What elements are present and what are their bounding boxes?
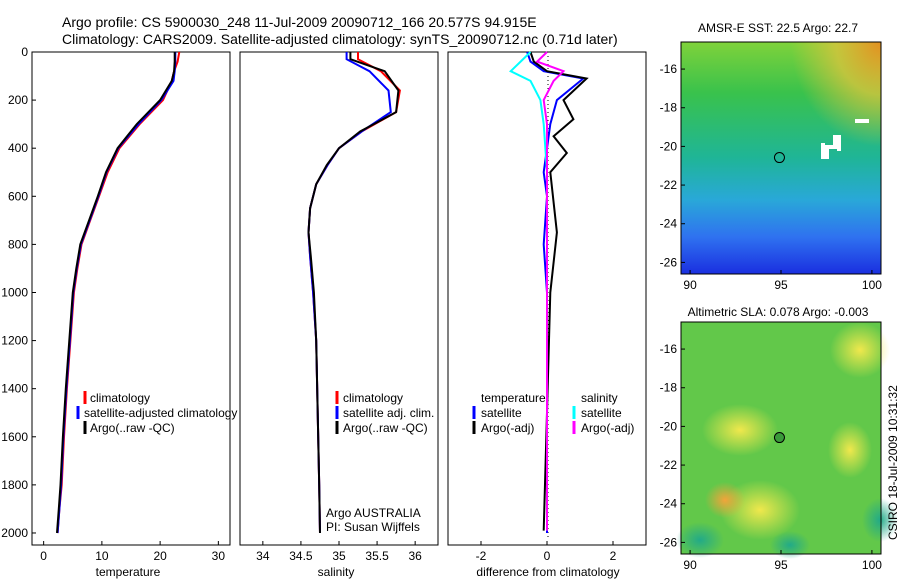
sla-low-patch xyxy=(862,498,898,542)
legend-heading-temperature: temperature xyxy=(481,391,546,405)
map-x-tick-label: 100 xyxy=(862,278,882,292)
sla-peak-patch xyxy=(705,482,745,518)
legend-label-satellite: satellite-adjusted climatology xyxy=(84,406,237,420)
sst-map-panel: AMSR-E SST: 22.5 Argo: 22.7 90 95 100 -16 -1… xyxy=(660,21,883,292)
sla-map-title: Altimetric SLA: 0.078 Argo: -0.003 xyxy=(688,305,869,319)
y-tick-label: 1200 xyxy=(1,334,28,348)
sla-high-patch xyxy=(702,404,778,456)
x-tick-label: 34.5 xyxy=(289,549,313,563)
series-line-temperature-argo-adj xyxy=(529,51,589,531)
x-tick-label: 10 xyxy=(95,549,109,563)
series-line-argo-raw-qc xyxy=(56,52,176,534)
y-tick-label: 1000 xyxy=(1,285,28,299)
sst-map-title: AMSR-E SST: 22.5 Argo: 22.7 xyxy=(698,21,858,35)
y-tick-label: 800 xyxy=(8,237,28,251)
legend-label-temp-argo: Argo(-adj) xyxy=(481,421,534,435)
x-tick-label: -2 xyxy=(476,549,487,563)
sla-map-panel: Altimetric SLA: 0.078 Argo: -0.003 90 95 1… xyxy=(660,305,898,572)
legend-label-sal-argo: Argo(-adj) xyxy=(581,421,634,435)
legend-label-satellite: satellite adj. clim. xyxy=(343,406,434,420)
legend-label-argo: Argo(..raw -QC) xyxy=(90,421,175,435)
y-tick-label: 200 xyxy=(8,93,28,107)
sla-high-patch xyxy=(830,322,890,378)
series-line-salinity-satellite xyxy=(508,51,548,531)
argo-float-marker xyxy=(773,432,785,444)
temperature-xlabel: temperature xyxy=(96,565,161,579)
legend-label-climatology: climatology xyxy=(90,391,150,405)
y-tick-label: 400 xyxy=(8,141,28,155)
series-line-argo-raw-qc xyxy=(307,52,400,534)
legend-heading-salinity: salinity xyxy=(581,391,618,405)
argo-pi-label: PI: Susan Wijffels xyxy=(326,520,420,534)
side-timestamp: CSIRO 18-Jul-2009 10:31:32 xyxy=(886,385,900,540)
sla-low-patch xyxy=(770,531,810,559)
y-tick-label: 1400 xyxy=(1,382,28,396)
argo-float-marker xyxy=(773,152,785,164)
map-y-tick-label: -20 xyxy=(660,419,678,433)
salinity-panel: salinity 34 34.5 35 35.5 36 xyxy=(239,51,439,579)
y-tick-label: 2000 xyxy=(1,526,28,540)
series-line-satellite-adjusted-climatology xyxy=(56,52,177,534)
x-tick-label: 20 xyxy=(153,549,167,563)
legend-label-argo: Argo(..raw -QC) xyxy=(343,421,428,435)
x-tick-label: 30 xyxy=(212,549,226,563)
x-tick-label: 35.5 xyxy=(365,549,389,563)
figure-title-line1: Argo profile: CS 5900030_248 11-Jul-2009… xyxy=(62,14,537,30)
map-y-tick-label: -22 xyxy=(660,178,678,192)
legend-label-sal-satellite: satellite xyxy=(581,406,622,420)
temperature-legend: climatology satellite-adjusted climatolo… xyxy=(76,391,237,435)
salinity-legend: climatology satellite adj. clim. Argo(..… xyxy=(335,391,434,435)
map-y-tick-label: -16 xyxy=(660,62,678,76)
map-x-tick-label: 100 xyxy=(862,558,882,572)
sla-low-patch xyxy=(676,522,724,558)
y-tick-label: 1600 xyxy=(1,430,28,444)
sst-missing-data xyxy=(821,135,841,159)
difference-xlabel: difference from climatology xyxy=(476,565,619,579)
map-y-tick-label: -26 xyxy=(660,255,678,269)
y-tick-label: 1800 xyxy=(1,478,28,492)
map-y-tick-label: -24 xyxy=(660,497,678,511)
legend-label-climatology: climatology xyxy=(343,391,403,405)
x-tick-label: 36 xyxy=(408,549,422,563)
difference-panel: difference from climatology -2 0 2 xyxy=(447,51,647,579)
temperature-axes-box xyxy=(31,51,231,546)
map-y-tick-label: -26 xyxy=(660,535,678,549)
map-y-tick-label: -24 xyxy=(660,217,678,231)
map-x-tick-label: 90 xyxy=(683,278,697,292)
map-y-tick-label: -20 xyxy=(660,139,678,153)
map-y-tick-label: -16 xyxy=(660,342,678,356)
series-line-temperature-satellite xyxy=(526,51,586,533)
sst-warm-patch xyxy=(681,42,881,274)
x-tick-label: 0 xyxy=(40,549,47,563)
map-y-tick-label: -18 xyxy=(660,381,678,395)
map-y-tick-label: -22 xyxy=(660,458,678,472)
sla-high-patch xyxy=(828,422,872,478)
x-tick-label: 34 xyxy=(256,549,270,563)
y-tick-label: 0 xyxy=(21,45,28,59)
x-tick-label: 35 xyxy=(332,549,346,563)
series-line-climatology xyxy=(56,51,181,534)
map-x-tick-label: 90 xyxy=(683,558,697,572)
argo-country-label: Argo AUSTRALIA xyxy=(326,506,421,520)
legend-label-temp-satellite: satellite xyxy=(481,406,522,420)
map-x-tick-label: 95 xyxy=(774,278,788,292)
series-line-salinity-argo-adj xyxy=(535,51,566,531)
temperature-panel: temperature 0 10 20 30 0 200 400 600 800 1000 1200… xyxy=(1,45,231,579)
x-tick-label: 2 xyxy=(610,549,617,563)
x-tick-label: 0 xyxy=(544,549,551,563)
y-tick-label: 600 xyxy=(8,189,28,203)
series-line-satellite-adj-clim xyxy=(307,52,392,534)
salinity-xlabel: salinity xyxy=(318,565,355,579)
map-y-tick-label: -18 xyxy=(660,101,678,115)
figure-title-line2: Climatology: CARS2009. Satellite-adjuste… xyxy=(62,31,618,47)
map-x-tick-label: 95 xyxy=(774,558,788,572)
series-line-climatology xyxy=(307,52,401,534)
salinity-axes-box xyxy=(239,51,439,546)
difference-legend: temperature salinity satellite Argo(-adj… xyxy=(472,391,634,435)
